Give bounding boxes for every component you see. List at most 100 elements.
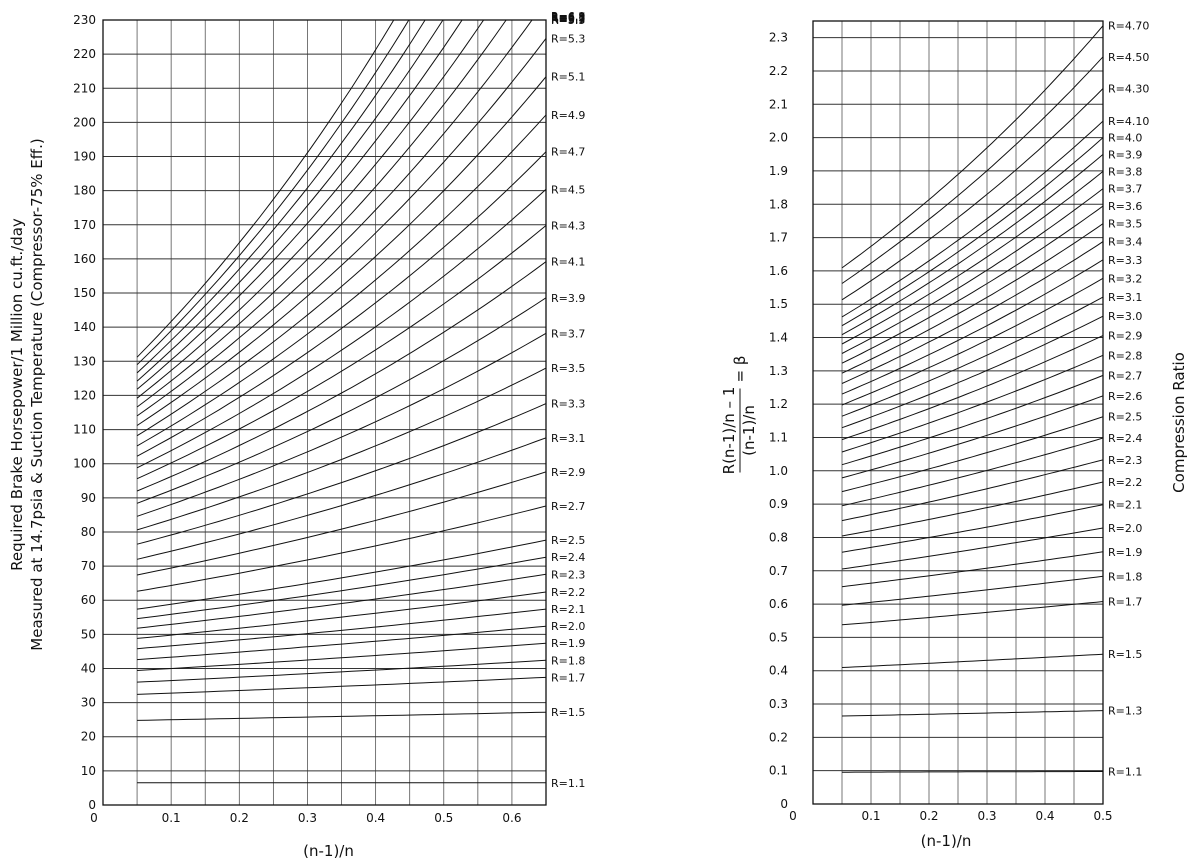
series-label: R=3.4 — [1108, 236, 1142, 249]
series-label: R=5.1 — [551, 71, 585, 84]
series-line — [137, 711, 546, 721]
series-line — [841, 120, 1103, 318]
series-label: R=3.6 — [1108, 200, 1142, 213]
y-tick-label: 2.0 — [769, 131, 788, 145]
series-label: R=3.8 — [1108, 165, 1142, 178]
series-label: R=2.3 — [551, 568, 585, 581]
y-tick-label: 50 — [81, 627, 96, 641]
series-line — [136, 471, 546, 576]
series-label: R=5.9 — [551, 13, 585, 26]
series-label: R=1.8 — [1108, 570, 1142, 583]
y-tick-label: 1.9 — [769, 164, 788, 178]
y-tick-label: 0.4 — [769, 664, 788, 678]
series-label: R=3.0 — [1108, 310, 1142, 323]
series-label: R=2.3 — [1108, 454, 1142, 467]
y-axis-title-line1: Required Brake Horsepower/1 Million cu.f… — [8, 218, 26, 571]
series-line — [841, 223, 1103, 374]
series-line — [136, 188, 546, 469]
x-tick-label: 0.1 — [861, 809, 880, 823]
y-tick-label: 90 — [81, 491, 96, 505]
series-label: R=1.7 — [551, 671, 585, 684]
x-tick-label: 0 — [789, 809, 797, 823]
series-label: R=1.5 — [551, 706, 585, 719]
series-line — [841, 481, 1103, 537]
series-label: R=2.2 — [551, 586, 585, 599]
series-line — [841, 551, 1103, 588]
compression-ratio-title: Compression Ratio — [1170, 352, 1188, 493]
series-line — [136, 20, 507, 408]
y-tick-label: 2.3 — [769, 31, 788, 45]
series-label: R=5.7 — [551, 13, 585, 26]
series-label: R=3.9 — [1108, 148, 1142, 161]
plot-frame — [812, 20, 1104, 805]
x-tick-label: 0.2 — [919, 809, 938, 823]
x-axis-title: (n-1)/n — [921, 832, 972, 850]
y-tick-label: 0.8 — [769, 530, 788, 544]
series-line — [841, 259, 1103, 395]
series-label: R=4.5 — [551, 183, 585, 196]
y-tick-label: 180 — [73, 184, 96, 198]
series-label: R=2.0 — [1108, 522, 1142, 535]
series-line — [841, 527, 1103, 570]
series-line — [136, 403, 546, 545]
x-tick-label: 0.4 — [366, 811, 385, 825]
series-line — [841, 137, 1103, 327]
x-tick-label: 0.1 — [162, 811, 181, 825]
y-tick-label: 150 — [73, 286, 96, 300]
y-tick-label: 1.0 — [769, 464, 788, 478]
series-line — [137, 573, 546, 629]
series-line — [136, 225, 546, 480]
series-label: R=6.1 — [551, 12, 585, 25]
series-line — [137, 556, 546, 620]
y-tick-label: 210 — [73, 81, 96, 95]
series-label: R=2.9 — [551, 466, 585, 479]
series-line — [841, 335, 1103, 441]
series-label: R=4.3 — [551, 219, 585, 232]
series-label: R=1.9 — [1108, 546, 1142, 559]
y-tick-label: 100 — [73, 457, 96, 471]
y-tick-label: 140 — [73, 320, 96, 334]
y-tick-label: 1.6 — [769, 264, 788, 278]
x-tick-label: 0 — [90, 811, 98, 825]
series-label: R=2.9 — [1108, 330, 1142, 343]
series-label: R=3.1 — [1108, 291, 1142, 304]
series-line — [841, 437, 1103, 507]
series-line — [841, 277, 1103, 406]
series-line — [136, 261, 546, 492]
series-label: R=4.10 — [1108, 115, 1149, 128]
series-label: R=1.7 — [1108, 596, 1142, 609]
series-line — [841, 25, 1103, 269]
series-label: R=4.1 — [551, 256, 585, 269]
series-label: R=2.7 — [551, 500, 585, 513]
y-tick-label: 0.9 — [769, 497, 788, 511]
series-label: R=3.7 — [1108, 183, 1142, 196]
y-tick-label: 10 — [81, 764, 96, 778]
series-line — [136, 20, 410, 366]
series-line — [841, 56, 1103, 284]
y-tick-label: 120 — [73, 388, 96, 402]
y-tick-label: 160 — [73, 252, 96, 266]
y-tick-label: 190 — [73, 150, 96, 164]
series-line — [137, 539, 546, 610]
series-line — [841, 653, 1103, 668]
series-line — [136, 332, 546, 517]
y-tick-label: 2.2 — [769, 64, 788, 78]
y-tick-label: 0.6 — [769, 597, 788, 611]
beta-numerator: R(n-1)/n – 1 — [720, 387, 738, 475]
y-tick-label: 0.3 — [769, 697, 788, 711]
series-line — [841, 205, 1103, 364]
series-label: R=2.5 — [1108, 411, 1142, 424]
series-label: R=2.5 — [551, 534, 585, 547]
series-line — [136, 20, 533, 417]
series-line — [136, 151, 546, 457]
y-tick-label: 1.1 — [769, 430, 788, 444]
bhp-chart: 0 10 20 30 40 50 60 70 80 90 100 110 120 130 140 150 160… — [8, 10, 585, 860]
series-label: R=1.1 — [551, 777, 585, 790]
y-tick-label: 1.4 — [769, 331, 788, 345]
y-tick-label: 1.5 — [769, 297, 788, 311]
y-tick-label: 0.1 — [769, 764, 788, 778]
series-label: R=6.9 — [551, 10, 585, 23]
series-line — [136, 20, 444, 382]
y-tick-label: 170 — [73, 218, 96, 232]
series-label: R=2.8 — [1108, 349, 1142, 362]
